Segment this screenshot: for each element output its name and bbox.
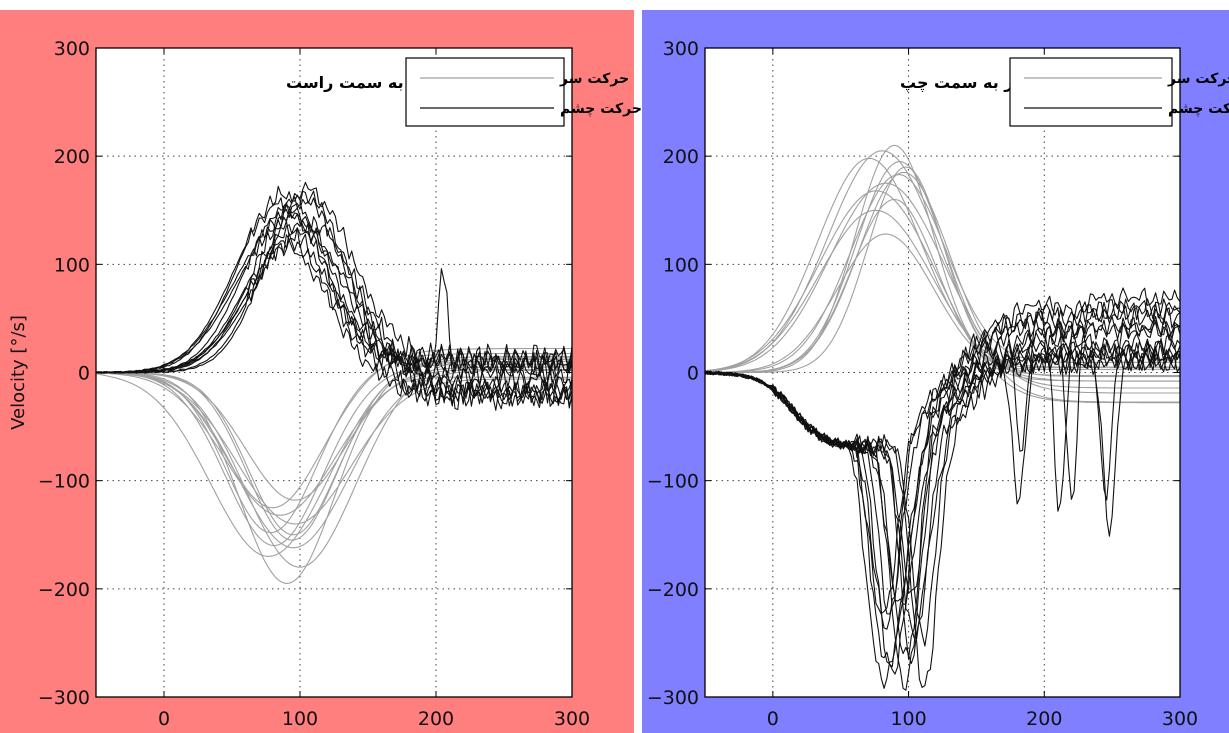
- legend-box: [405, 57, 565, 127]
- y-tick-label: 300: [663, 38, 699, 60]
- y-tick-label: −300: [38, 687, 90, 709]
- x-tick-label: 200: [1026, 708, 1062, 730]
- y-tick-label: 100: [54, 254, 90, 276]
- eye-velocity-trace: [705, 315, 1180, 615]
- head-velocity-trace: [96, 355, 572, 557]
- head-velocity-trace: [705, 190, 1180, 404]
- eye-velocity-trace: [96, 232, 572, 378]
- legend: حرکت سر حرکت چشم: [1009, 57, 1229, 127]
- eye-velocity-trace: [96, 239, 572, 407]
- head-velocity-trace: [705, 233, 1180, 377]
- traces: [96, 181, 572, 584]
- y-tick-label: 200: [663, 146, 699, 168]
- traces: [705, 144, 1180, 691]
- y-tick-label: −100: [38, 471, 90, 493]
- legend-label-eye: حرکت چشم: [560, 101, 642, 117]
- y-tick-label: −300: [647, 687, 699, 709]
- x-tick-label: 0: [158, 708, 170, 730]
- x-tick-label: 200: [418, 708, 454, 730]
- legend-box: [1009, 57, 1173, 127]
- eye-velocity-trace: [705, 345, 1180, 689]
- legend-label-head: حرکت سر: [559, 71, 629, 87]
- y-tick-label: −200: [38, 579, 90, 601]
- y-tick-label: 300: [54, 38, 90, 60]
- legend-label-head: حرکت سر: [1167, 71, 1229, 87]
- y-tick-label: 0: [78, 363, 90, 385]
- panel-head-right: 0 100 200 300 300 200 100 0 −100 −200 −300 Velocity…: [8, 38, 642, 730]
- head-velocity-trace: [705, 150, 1180, 403]
- y-tick-label: 100: [663, 254, 699, 276]
- head-velocity-trace: [96, 368, 572, 516]
- x-tick-label: 100: [282, 708, 318, 730]
- eye-velocity-trace: [96, 185, 572, 374]
- eye-velocity-trace: [96, 227, 572, 406]
- y-tick-label: 200: [54, 146, 90, 168]
- head-velocity-trace: [705, 144, 1180, 374]
- head-velocity-trace: [705, 182, 1180, 394]
- head-velocity-trace: [96, 371, 572, 536]
- x-tick-label: 300: [554, 708, 590, 730]
- x-tick-label: 300: [1162, 708, 1198, 730]
- y-tick-label: −200: [647, 579, 699, 601]
- head-velocity-trace: [96, 347, 572, 509]
- x-tick-label: 0: [767, 708, 779, 730]
- eye-velocity-trace: [705, 350, 1180, 665]
- eye-velocity-trace: [705, 315, 1180, 640]
- head-velocity-trace: [705, 171, 1180, 389]
- head-velocity-trace: [705, 209, 1180, 382]
- y-tick-label: −100: [647, 471, 699, 493]
- legend: حرکت سر حرکت چشم: [405, 57, 642, 127]
- x-tick-label: 100: [890, 708, 926, 730]
- y-tick-label: 0: [687, 363, 699, 385]
- y-axis-label: Velocity [°/s]: [8, 315, 29, 430]
- legend-label-eye: حرکت چشم: [1168, 101, 1229, 117]
